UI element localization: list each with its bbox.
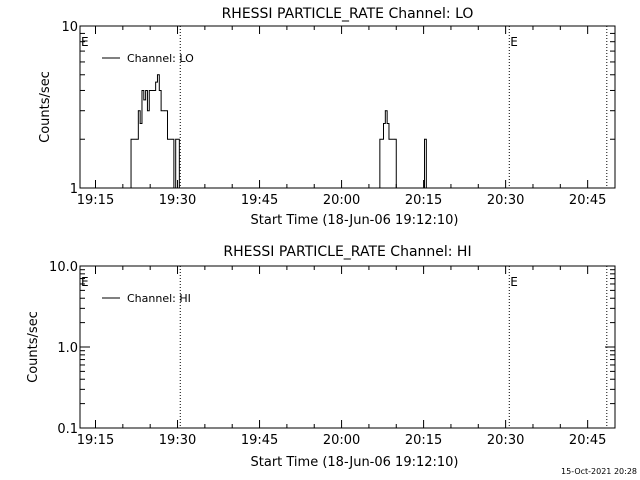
legend-label: Channel: LO	[127, 52, 194, 65]
data-point	[158, 90, 160, 91]
x-tick-label: 20:00	[323, 433, 360, 448]
plot-frame	[79, 25, 616, 189]
x-axis-label: Start Time (18-Jun-06 19:12:10)	[251, 213, 459, 228]
data-point	[136, 138, 137, 140]
data-point	[376, 187, 378, 189]
data-point	[384, 110, 386, 112]
y-tick-label: 1.0	[57, 341, 78, 356]
footer-timestamp: 15-Oct-2021 20:28	[561, 467, 637, 476]
data-point	[424, 138, 425, 140]
x-tick-label: 20:30	[487, 433, 524, 448]
x-tick-label: 19:45	[241, 433, 278, 448]
data-point	[388, 138, 390, 140]
x-tick-label: 19:30	[159, 433, 196, 448]
plot-frame	[79, 265, 616, 429]
y-axis-label: Counts/sec	[26, 311, 41, 383]
x-tick-label: 19:45	[241, 193, 278, 208]
data-point	[155, 81, 157, 83]
data-point	[157, 74, 158, 76]
x-tick-label: 19:15	[77, 193, 114, 208]
panel-lo: RHESSI PARTICLE_RATE Channel: LO Start Ti…	[38, 6, 616, 228]
y-tick-label: 10	[61, 20, 78, 35]
data-point	[422, 187, 424, 189]
data-point	[173, 187, 175, 189]
data-point	[137, 110, 139, 112]
x-tick-label: 20:30	[487, 193, 524, 208]
data-point	[148, 90, 150, 91]
chart-title: RHESSI PARTICLE_RATE Channel: HI	[223, 244, 471, 260]
x-tick-label: 20:45	[569, 193, 606, 208]
event-marker-label: E	[510, 35, 518, 49]
x-tick-label: 20:45	[569, 433, 606, 448]
event-marker-label: E	[81, 275, 89, 289]
x-tick-label: 20:15	[405, 433, 442, 448]
data-point	[178, 187, 180, 189]
data-point	[127, 187, 129, 189]
data-point	[167, 138, 168, 140]
x-tick-label: 20:00	[323, 193, 360, 208]
y-tick-label: 10.0	[49, 260, 78, 275]
panel-hi: RHESSI PARTICLE_RATE Channel: HI Start Ti…	[26, 244, 616, 470]
data-point	[152, 90, 154, 91]
data-point	[139, 123, 141, 124]
data-point	[160, 110, 162, 112]
data-point	[145, 90, 147, 91]
data-point	[143, 99, 145, 101]
x-tick-label: 19:30	[159, 193, 196, 208]
data-point	[379, 138, 381, 140]
x-tick-label: 19:15	[77, 433, 114, 448]
event-marker-label: E	[510, 275, 518, 289]
legend-label: Channel: HI	[127, 292, 191, 305]
event-marker-label: E	[81, 35, 89, 49]
y-axis-label: Counts/sec	[38, 71, 53, 143]
x-tick-label: 20:15	[405, 193, 442, 208]
data-point	[383, 123, 384, 124]
data-point	[394, 138, 395, 140]
data-point	[130, 138, 132, 140]
data-point	[175, 138, 177, 140]
data-point	[395, 187, 397, 189]
y-tick-label: 1	[70, 182, 78, 197]
chart-title: RHESSI PARTICLE_RATE Channel: LO	[222, 6, 474, 22]
data-point	[164, 110, 166, 112]
data-point	[177, 138, 178, 140]
x-axis-label: Start Time (18-Jun-06 19:12:10)	[251, 455, 459, 470]
series-line	[128, 74, 427, 189]
data-point	[147, 110, 148, 112]
y-tick-label: 0.1	[57, 422, 78, 437]
data-point	[386, 123, 388, 124]
data-point	[171, 138, 173, 140]
data-point	[425, 187, 427, 189]
data-point	[141, 90, 143, 91]
